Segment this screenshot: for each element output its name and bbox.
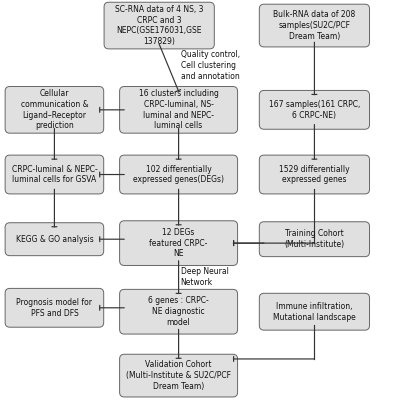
Text: Training Cohort
(Multi-Institute): Training Cohort (Multi-Institute) — [284, 229, 345, 249]
Text: Validation Cohort
(Multi-Institute & SU2C/PCF
Dream Team): Validation Cohort (Multi-Institute & SU2… — [126, 360, 231, 391]
FancyBboxPatch shape — [120, 86, 238, 133]
FancyBboxPatch shape — [120, 155, 238, 194]
FancyBboxPatch shape — [120, 289, 238, 334]
Text: KEGG & GO analysis: KEGG & GO analysis — [15, 235, 93, 244]
Text: 102 differentially
expressed genes(DEGs): 102 differentially expressed genes(DEGs) — [133, 165, 224, 184]
Text: Immune infiltration,
Mutational landscape: Immune infiltration, Mutational landscap… — [273, 302, 356, 322]
FancyBboxPatch shape — [104, 2, 214, 49]
FancyBboxPatch shape — [259, 293, 369, 330]
Text: SC-RNA data of 4 NS, 3
CRPC and 3
NEPC(GSE176031,GSE
137829): SC-RNA data of 4 NS, 3 CRPC and 3 NEPC(G… — [115, 5, 204, 46]
FancyBboxPatch shape — [259, 90, 369, 129]
Text: 16 clusters including
CRPC-luminal, NS-
luminal and NEPC-
luminal cells: 16 clusters including CRPC-luminal, NS- … — [139, 89, 219, 130]
Text: Cellular
communication &
Ligand–Receptor
prediction: Cellular communication & Ligand–Receptor… — [21, 89, 88, 130]
FancyBboxPatch shape — [5, 288, 104, 327]
FancyBboxPatch shape — [259, 4, 369, 47]
Text: Prognosis model for
PFS and DFS: Prognosis model for PFS and DFS — [16, 298, 92, 318]
Text: Bulk-RNA data of 208
samples(SU2C/PCF
Dream Team): Bulk-RNA data of 208 samples(SU2C/PCF Dr… — [273, 10, 356, 41]
Text: 6 genes : CRPC-
NE diagnostic
model: 6 genes : CRPC- NE diagnostic model — [148, 296, 209, 327]
Text: Deep Neural
Network: Deep Neural Network — [181, 267, 228, 287]
FancyBboxPatch shape — [120, 354, 238, 397]
FancyBboxPatch shape — [120, 221, 238, 266]
Text: 12 DEGs
featured CRPC-
NE: 12 DEGs featured CRPC- NE — [149, 228, 208, 258]
FancyBboxPatch shape — [259, 155, 369, 194]
Text: 167 samples(161 CRPC,
6 CRPC-NE): 167 samples(161 CRPC, 6 CRPC-NE) — [269, 100, 360, 120]
FancyBboxPatch shape — [259, 222, 369, 257]
Text: CRPC-luminal & NEPC-
luminal cells for GSVA: CRPC-luminal & NEPC- luminal cells for G… — [11, 165, 97, 184]
FancyBboxPatch shape — [5, 86, 104, 133]
Text: Quality control,
Cell clustering
and annotation: Quality control, Cell clustering and ann… — [181, 50, 240, 81]
Text: 1529 differentially
expressed genes: 1529 differentially expressed genes — [279, 165, 350, 184]
FancyBboxPatch shape — [5, 155, 104, 194]
FancyBboxPatch shape — [5, 223, 104, 256]
